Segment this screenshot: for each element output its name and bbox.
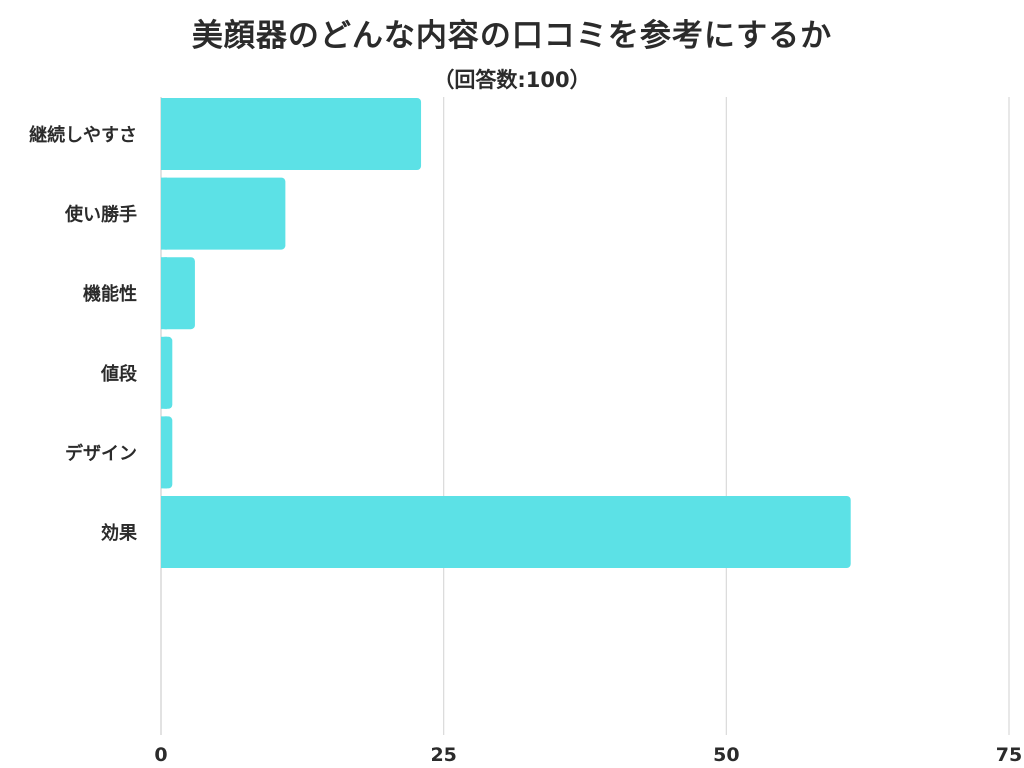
bar-left-edge [161, 98, 167, 170]
chart-subtitle: （回答数:100） [433, 68, 591, 92]
category-label: デザイン [65, 442, 137, 464]
bar [161, 257, 195, 330]
chart-title: 美顔器のどんな内容の口コミを参考にするか [191, 18, 833, 54]
bar-left-edge [161, 496, 167, 568]
bar-left-edge [161, 177, 167, 250]
category-label: 継続しやすさ [29, 124, 137, 146]
x-tick-label: 75 [996, 744, 1022, 766]
category-label: 機能性 [83, 283, 137, 305]
bar-left-edge [161, 336, 167, 409]
category-label: 使い勝手 [64, 204, 137, 226]
bars [161, 98, 851, 568]
bar-left-edge [161, 257, 167, 330]
bar [161, 496, 851, 568]
x-tick-label: 50 [713, 744, 739, 766]
grid-lines [160, 97, 1010, 735]
x-tick-label: 0 [154, 744, 167, 766]
category-label: 効果 [101, 522, 138, 544]
x-tick-label: 25 [430, 744, 456, 766]
x-tick-labels: 0 25 50 75 [154, 744, 1022, 766]
category-label: 値段 [100, 363, 138, 385]
bar-left-edge [161, 416, 167, 489]
bar [161, 98, 422, 170]
bar [161, 177, 286, 250]
